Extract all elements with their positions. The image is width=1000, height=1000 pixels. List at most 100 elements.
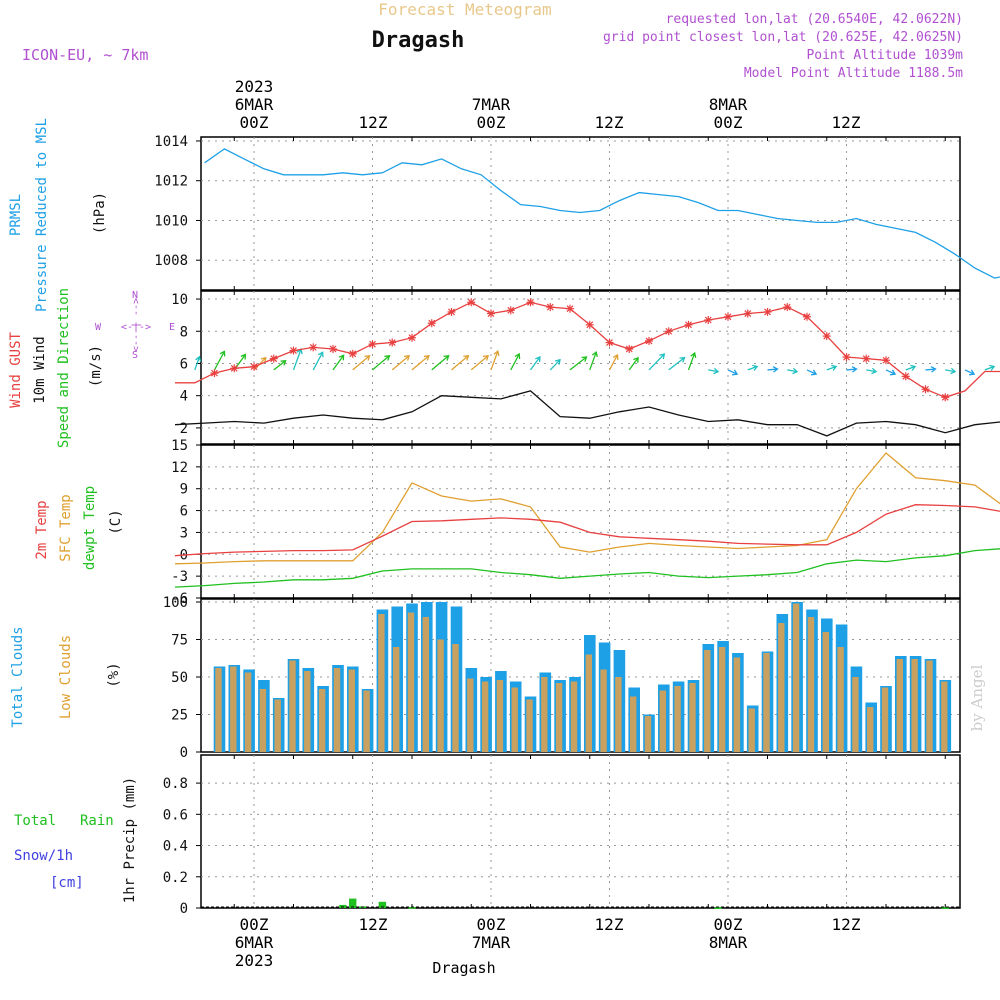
gust-marker [665, 327, 673, 335]
top-axis-date: 8MAR [709, 95, 748, 114]
gust-marker [487, 310, 495, 317]
gust-point [645, 336, 653, 345]
wind-arrow [569, 356, 588, 371]
low-cloud-bar [393, 647, 400, 752]
wind-arrow-shaft [945, 369, 956, 373]
gust-point [309, 343, 318, 352]
wind-arrow-shaft [984, 365, 995, 371]
top-axis-label: 00Z [240, 113, 269, 132]
snow-unit: [cm] [50, 875, 84, 891]
gust-marker [369, 340, 376, 348]
gust-marker [862, 355, 870, 363]
wind-arrow-head [463, 355, 470, 361]
wind-arrow-shaft [431, 355, 450, 371]
gust-point [724, 312, 732, 321]
wind-arrow-head [633, 356, 639, 363]
y-tick-label: 4 [180, 389, 188, 405]
gust-marker [941, 393, 949, 401]
wind10-line [174, 390, 1000, 437]
wind-arrow-head [443, 355, 450, 361]
gust-point [803, 312, 811, 321]
wind-arrow [787, 367, 799, 375]
panel-frame-precip [200, 754, 961, 909]
wind-arrow [905, 364, 917, 371]
wind-arrow [431, 355, 450, 371]
y-tick-label: 12 [171, 460, 188, 476]
bottom-axis-label: 00Z [477, 915, 506, 934]
wind-arrow-shaft [767, 368, 778, 371]
wind-arrow-head [364, 355, 371, 361]
wind-arrow [687, 351, 697, 371]
top-axis-label: 00Z [477, 113, 506, 132]
rain-bar [378, 901, 387, 908]
gust-point [921, 385, 930, 394]
gust-point [368, 340, 377, 349]
location-title: Dragash [372, 28, 465, 53]
y-tick-label: 100 [163, 595, 188, 611]
wind-arrow-head [871, 367, 878, 375]
wind-arrow-shaft [510, 353, 520, 371]
wind-arrow-head [581, 356, 588, 362]
top-axis-label: 00Z [714, 113, 743, 132]
wind-arrow-head [317, 351, 324, 358]
low-cloud-bar [333, 668, 341, 752]
gust-marker [408, 334, 416, 342]
gust-marker [625, 345, 633, 353]
y-tick-label: 0 [180, 745, 188, 761]
low-cloud-bar [585, 654, 592, 752]
compass-w: W [95, 322, 102, 333]
y-tick-label: 0.8 [163, 776, 188, 792]
wind-arrow-shaft [391, 355, 410, 371]
compass-rose: N <-- | --> S W <-|-> E [95, 290, 175, 361]
gust-point [210, 369, 219, 378]
low-cloud-bar [644, 716, 652, 752]
gust-point [842, 353, 851, 362]
gust-point [289, 346, 298, 355]
cloud-unit: (%) [106, 662, 122, 687]
top-axis-label: 12Z [832, 113, 861, 132]
wind-arrow-shaft [787, 369, 798, 373]
low-cloud-bar [437, 639, 444, 752]
pressure-title: PRMSL [8, 194, 24, 236]
low-cloud-bar [407, 612, 415, 752]
low-cloud-bar [526, 699, 533, 752]
gust-marker [843, 353, 850, 361]
gust-marker [428, 319, 436, 327]
wind-panel-labels: Wind GUST 10m Wind Speed and Direction (… [8, 288, 104, 448]
wind-arrow [451, 355, 470, 371]
temp-unit: (C) [108, 509, 124, 534]
wind-arrow-head [752, 364, 759, 371]
bottom-axis-date: 7MAR [472, 933, 511, 952]
rain-bar [339, 904, 347, 908]
dewpt-line [174, 548, 1000, 588]
wind-arrow [352, 355, 371, 371]
wind-arrow-head [535, 356, 541, 363]
wind-arrow [925, 366, 937, 373]
wind-arrow [806, 369, 818, 376]
wind-arrow-shaft [866, 369, 877, 373]
top-axis-label: 12Z [595, 113, 624, 132]
low-cloud-bar [511, 687, 518, 752]
y-tick-label: 6 [180, 356, 188, 372]
wind-arrow-shaft [628, 357, 639, 371]
gust-point [427, 319, 436, 328]
wind-arrow-head [851, 366, 858, 373]
model-altitude: Model Point Altitude 1188.5m [744, 66, 963, 81]
wind-arrow-shaft [608, 354, 619, 371]
gust-point [625, 344, 634, 353]
wind-arrow [608, 353, 619, 371]
gust-marker [270, 355, 278, 363]
wind-arrow-shaft [964, 369, 975, 375]
gust-marker [230, 364, 238, 372]
gust-marker [606, 339, 613, 346]
low-cloud-bar [230, 666, 237, 752]
wind-arrow [549, 358, 561, 371]
wind-arrow [332, 354, 345, 371]
wind-arrow-head [423, 355, 430, 361]
rain-bar [349, 898, 357, 908]
wind-arrow-head [219, 350, 226, 357]
compass-e: E [169, 322, 175, 333]
y-tick-label: 1012 [154, 174, 188, 190]
wind-arrow-head [831, 364, 838, 371]
low-cloud-bar [348, 669, 355, 752]
